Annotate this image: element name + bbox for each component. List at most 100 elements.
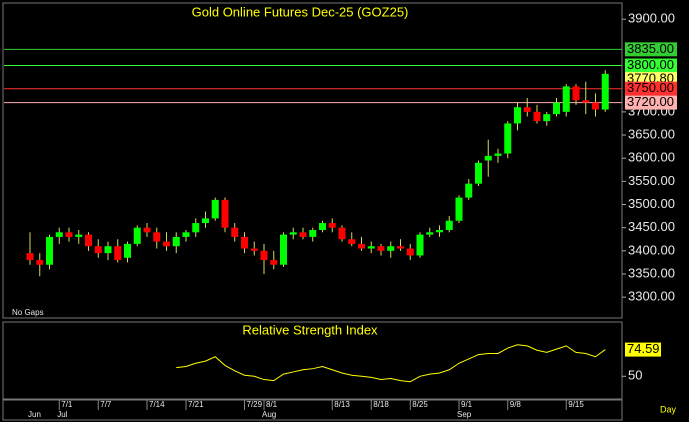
candle-body: [494, 153, 502, 156]
level-label: 3835.00: [627, 41, 674, 56]
candle-body: [280, 234, 287, 265]
annotation: No Gaps: [12, 308, 44, 317]
candle-body: [65, 232, 73, 237]
candle-body: [475, 162, 482, 184]
candle-body: [270, 260, 278, 265]
y-tick-label: 3900.00: [628, 11, 675, 26]
rsi-value-box: [625, 342, 661, 357]
level-label: 3750.00: [627, 80, 674, 95]
x-axis-label: Day: [660, 404, 677, 414]
x-tick-label: 7/7: [100, 400, 112, 409]
candle-body: [562, 86, 570, 112]
x-tick-label: 9/8: [510, 400, 522, 409]
candle-body: [241, 236, 248, 249]
candle-body: [85, 234, 92, 247]
candle-body: [367, 246, 375, 249]
candle-body: [504, 123, 512, 154]
rsi-line: [176, 344, 606, 383]
candle-body: [153, 232, 161, 242]
candle-body: [387, 246, 395, 251]
candle-body: [231, 227, 239, 237]
candle-body: [114, 246, 122, 261]
candle-body: [572, 86, 580, 101]
candle-body: [192, 223, 200, 233]
y-tick-label: 50: [628, 368, 642, 383]
month-label: Sep: [457, 410, 472, 419]
candle-body: [172, 236, 180, 247]
candle-body: [543, 114, 551, 122]
x-tick-label: 8/1: [266, 400, 278, 409]
x-tick-label: 7/1: [61, 400, 73, 409]
candle-body: [26, 253, 34, 261]
candle-body: [46, 236, 53, 265]
level-label: 3720.00: [627, 94, 674, 109]
candle-body: [455, 197, 463, 221]
candle-body: [484, 155, 492, 161]
candle-body: [319, 223, 326, 230]
candle-body: [182, 232, 190, 237]
candle-body: [250, 248, 258, 251]
x-tick-label: 8/13: [334, 400, 350, 409]
candle-body: [377, 246, 385, 251]
candle-body: [94, 246, 102, 254]
price-panel: [2, 2, 623, 319]
candle-body: [523, 107, 531, 112]
candle-body: [211, 199, 219, 219]
rsi-title: Relative Strength Index: [242, 322, 378, 337]
candle-body: [202, 218, 209, 224]
candle-body: [358, 243, 365, 249]
x-tick-label: 9/1: [461, 400, 473, 409]
y-tick-label: 3600.00: [628, 150, 675, 165]
candle-body: [553, 102, 560, 115]
y-tick-label: 3400.00: [628, 242, 675, 257]
candle-body: [436, 229, 443, 233]
candle-body: [163, 241, 170, 247]
month-label: Aug: [262, 410, 276, 419]
level-box: [625, 42, 677, 57]
candle-body: [289, 232, 297, 235]
candle-body: [328, 223, 336, 228]
candle-body: [104, 246, 112, 254]
candle-body: [601, 73, 609, 110]
date-axis: [2, 399, 623, 421]
y-tick-label: 3550.00: [628, 173, 675, 188]
level-label: 3800.00: [627, 57, 674, 72]
candle-body: [465, 183, 473, 198]
y-tick-label: 3450.00: [628, 219, 675, 234]
level-box: [625, 95, 677, 110]
x-tick-label: 8/18: [373, 400, 389, 409]
candle-body: [143, 227, 151, 233]
candle-body: [426, 232, 434, 235]
candle-body: [416, 234, 424, 256]
x-tick-label: 8/25: [412, 400, 428, 409]
candle-body: [582, 100, 590, 103]
y-tick-label: 3300.00: [628, 289, 675, 304]
candle-body: [514, 107, 521, 124]
y-tick-label: 3650.00: [628, 126, 675, 141]
candle-body: [55, 232, 63, 237]
candle-body: [309, 229, 317, 237]
month-label: Jun: [28, 410, 41, 419]
y-tick-label: 3500.00: [628, 196, 675, 211]
rsi-value-label: 74.59: [627, 341, 660, 356]
candle-body: [221, 199, 229, 228]
candle-body: [592, 102, 599, 110]
month-label: Jul: [57, 410, 67, 419]
candle-body: [406, 248, 414, 256]
x-tick-label: 7/21: [188, 400, 204, 409]
candle-body: [299, 232, 307, 237]
candle-body: [348, 239, 356, 244]
candle-body: [36, 260, 44, 265]
x-tick-label: 7/14: [149, 400, 165, 409]
candle-body: [445, 220, 453, 230]
candle-body: [133, 227, 141, 244]
candle-body: [124, 243, 131, 258]
candle-body: [397, 246, 404, 249]
candle-body: [260, 250, 268, 261]
candle-body: [338, 227, 346, 240]
chart-title: Gold Online Futures Dec-25 (GOZ25): [192, 4, 409, 19]
x-tick-label: 9/15: [568, 400, 584, 409]
candle-body: [75, 234, 83, 237]
